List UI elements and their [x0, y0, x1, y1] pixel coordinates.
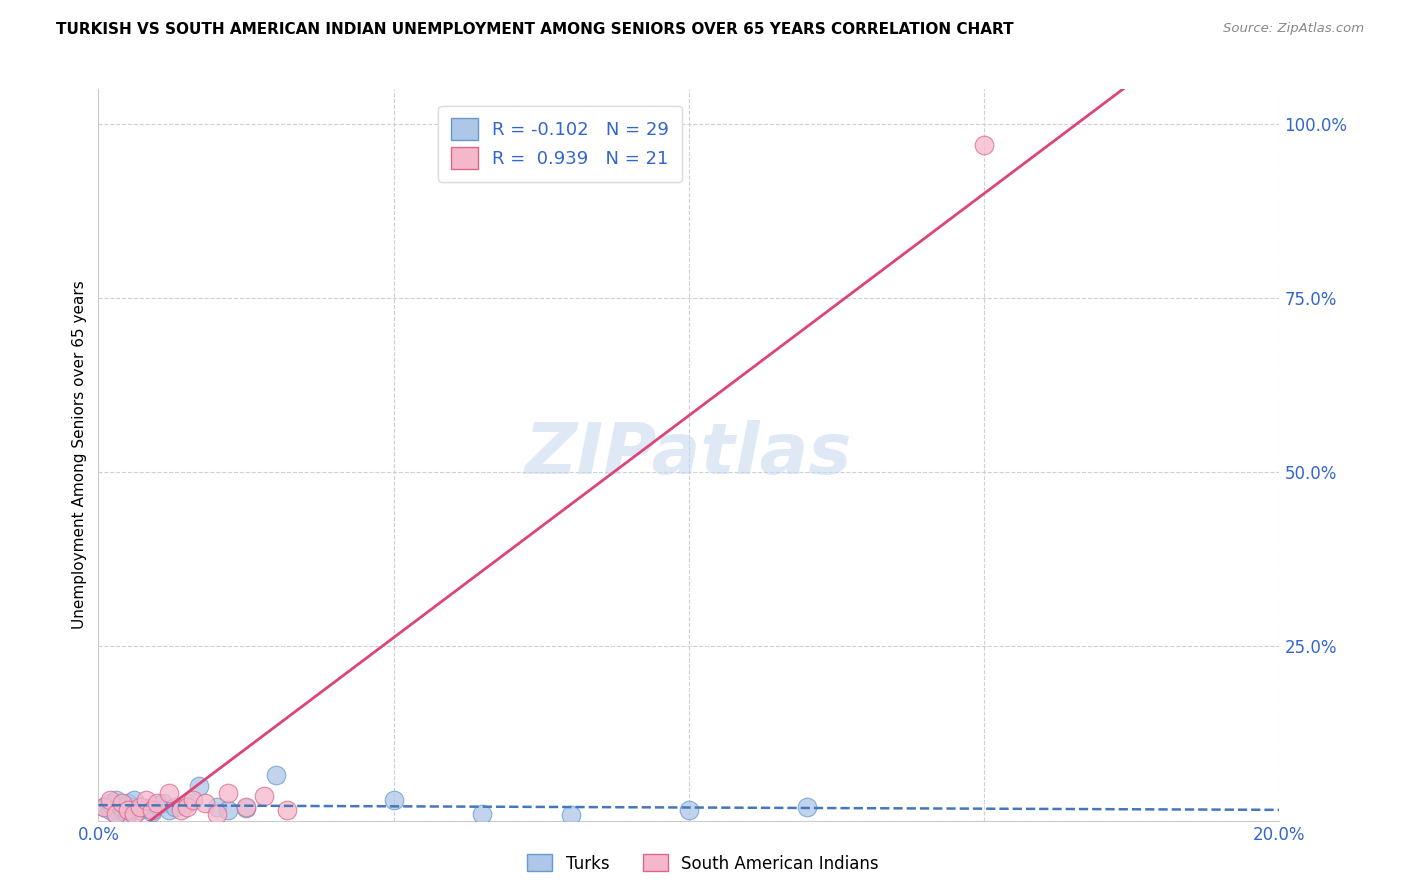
Point [264, 768, 287, 782]
Point [105, 806, 128, 821]
Point [135, 801, 157, 815]
Point [176, 799, 198, 814]
Point [181, 793, 204, 807]
Point [141, 803, 163, 817]
Point [796, 799, 818, 814]
Point [205, 799, 228, 814]
Point [128, 799, 150, 814]
Point [165, 799, 187, 814]
Point [157, 786, 180, 800]
Y-axis label: Unemployment Among Seniors over 65 years: Unemployment Among Seniors over 65 years [72, 281, 87, 629]
Point [146, 796, 169, 810]
Point [973, 137, 995, 152]
Point [128, 803, 150, 817]
Legend: Turks, South American Indians: Turks, South American Indians [520, 847, 886, 880]
Point [117, 806, 139, 821]
Point [176, 796, 198, 810]
Point [235, 801, 257, 815]
Point [382, 793, 405, 807]
Legend: R = -0.102   N = 29, R =  0.939   N = 21: R = -0.102 N = 29, R = 0.939 N = 21 [439, 105, 682, 182]
Point [187, 779, 209, 793]
Point [217, 803, 239, 817]
Point [93, 799, 115, 814]
Point [170, 803, 193, 817]
Point [141, 805, 163, 820]
Point [146, 798, 169, 813]
Point [111, 799, 134, 814]
Point [253, 789, 276, 804]
Point [194, 796, 217, 810]
Point [122, 799, 145, 814]
Point [235, 799, 257, 814]
Point [205, 806, 228, 821]
Point [117, 796, 139, 810]
Point [217, 786, 239, 800]
Point [276, 803, 298, 817]
Point [105, 806, 128, 821]
Point [152, 796, 174, 810]
Point [560, 808, 582, 822]
Text: Source: ZipAtlas.com: Source: ZipAtlas.com [1223, 22, 1364, 36]
Point [678, 803, 700, 817]
Point [98, 796, 121, 810]
Point [111, 803, 134, 817]
Point [122, 806, 145, 821]
Text: ZIPatlas: ZIPatlas [526, 420, 852, 490]
Point [93, 799, 115, 814]
Point [471, 806, 494, 821]
Point [98, 793, 121, 807]
Point [135, 793, 157, 807]
Point [117, 803, 139, 817]
Point [157, 803, 180, 817]
Point [98, 803, 121, 817]
Point [105, 793, 128, 807]
Point [122, 793, 145, 807]
Text: TURKISH VS SOUTH AMERICAN INDIAN UNEMPLOYMENT AMONG SENIORS OVER 65 YEARS CORREL: TURKISH VS SOUTH AMERICAN INDIAN UNEMPLO… [56, 22, 1014, 37]
Point [111, 796, 134, 810]
